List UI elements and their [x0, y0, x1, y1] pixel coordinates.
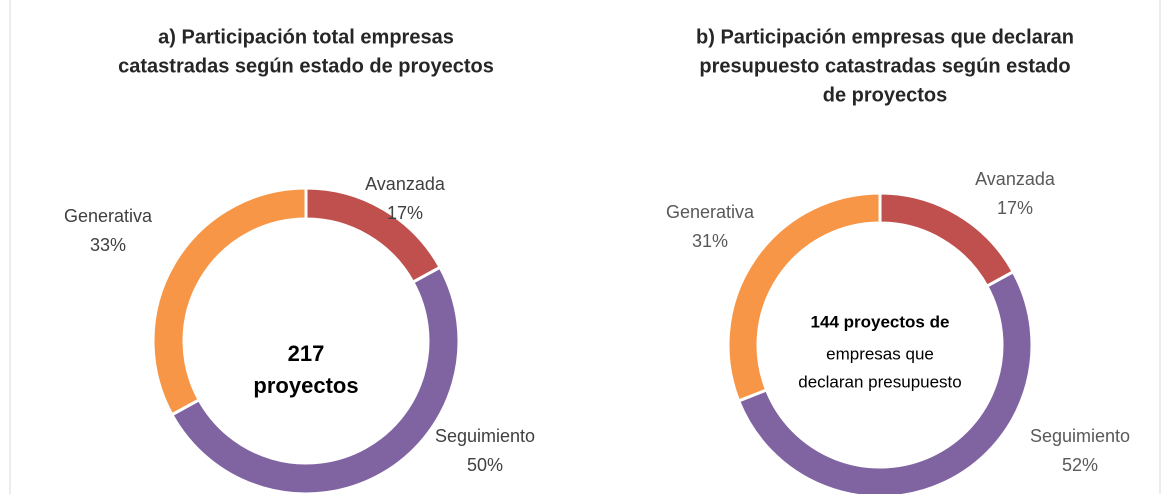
chart-title: a) Participación total empresas — [158, 26, 454, 48]
slice-value: 50% — [467, 455, 503, 475]
slice-category: Seguimiento — [435, 426, 535, 446]
slice-category: Generativa — [64, 206, 153, 226]
center-text: 144 proyectos de — [811, 312, 950, 331]
slice-value: 33% — [90, 235, 126, 255]
slice-value: 17% — [387, 203, 423, 223]
center-text: proyectos — [253, 373, 358, 398]
chart-title: presupuesto catastradas según estado — [699, 55, 1070, 77]
slice-category: Avanzada — [365, 174, 446, 194]
slice-value: 17% — [997, 198, 1033, 218]
slice-value: 31% — [692, 231, 728, 251]
slice-category: Generativa — [666, 202, 755, 222]
slice-category: Avanzada — [975, 169, 1056, 189]
center-text: empresas que — [826, 344, 934, 363]
center-text: declaran presupuesto — [798, 372, 962, 391]
donut-slice — [726, 191, 882, 403]
chart-title: b) Participación empresas que declaran — [696, 26, 1074, 48]
center-text: 217 — [288, 341, 325, 366]
donut-slice — [169, 265, 461, 494]
chart-title: catastradas según estado de proyectos — [118, 55, 494, 77]
donut-slice — [878, 191, 1016, 289]
chart-title: de proyectos — [823, 84, 947, 106]
donut-slice — [736, 269, 1034, 494]
donut-slice — [151, 186, 308, 417]
slice-value: 52% — [1062, 455, 1098, 475]
slice-category: Seguimiento — [1030, 426, 1130, 446]
